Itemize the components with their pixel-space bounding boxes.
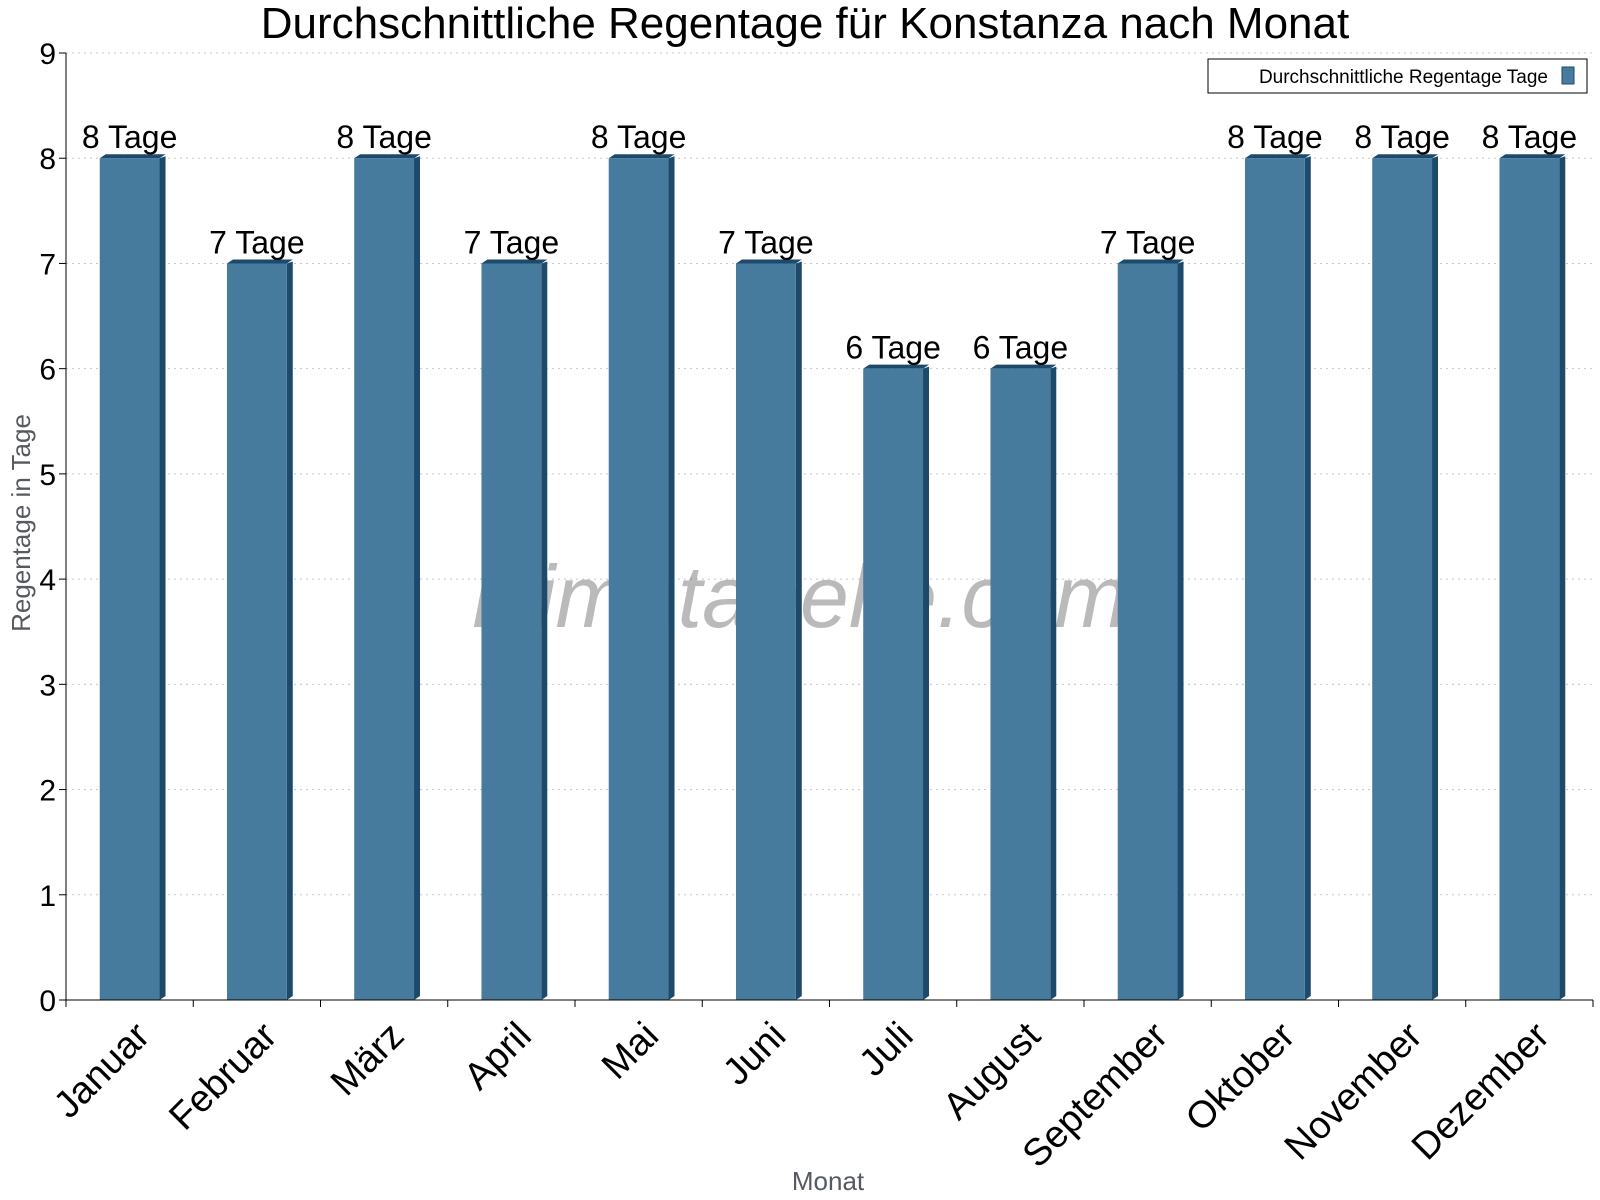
data-label-märz: 8 Tage xyxy=(336,119,432,155)
x-axis-label: Monat xyxy=(792,1166,865,1196)
bar-top-1 xyxy=(226,259,293,264)
y-tick-label-9: 9 xyxy=(39,38,56,71)
y-tick-label-5: 5 xyxy=(39,459,56,492)
data-label-juni: 7 Tage xyxy=(718,224,814,260)
bar-juni xyxy=(735,259,802,1000)
data-label-april: 7 Tage xyxy=(464,224,560,260)
y-tick-label-4: 4 xyxy=(39,564,56,597)
y-tick-label-7: 7 xyxy=(39,248,56,281)
x-tick-label-juli: Juli xyxy=(851,1015,921,1085)
bar-september xyxy=(1117,259,1184,1000)
y-tick-label-6: 6 xyxy=(39,354,56,387)
data-label-dezember: 8 Tage xyxy=(1482,119,1578,155)
legend-entry-label: Durchschnittliche Regentage Tage xyxy=(1259,67,1548,88)
bar-side-2 xyxy=(414,156,421,1000)
bar-side-11 xyxy=(1559,156,1566,1000)
bar-top-8 xyxy=(1117,259,1184,264)
y-tick-label-0: 0 xyxy=(39,985,56,1018)
legend-swatch xyxy=(1561,66,1575,85)
grid-lines xyxy=(66,52,1593,896)
bar-top-6 xyxy=(863,364,930,369)
x-tick-labels: Januar Februar März April Mai Juni Juli AugustS… xyxy=(46,1014,1558,1175)
bar-dezember xyxy=(1499,154,1566,1000)
x-tick-label-märz: März xyxy=(323,1015,412,1104)
bar-face-6 xyxy=(863,368,924,1001)
y-axis-label: Regentage in Tage xyxy=(6,414,36,632)
bar-face-9 xyxy=(1244,158,1305,1000)
chart-title: Durchschnittliche Regentage für Konstanz… xyxy=(261,0,1349,48)
bar-top-5 xyxy=(735,259,802,264)
bar-top-4 xyxy=(608,154,675,159)
legend: Durchschnittliche Regentage Tage xyxy=(1207,58,1588,94)
bar-face-4 xyxy=(608,158,669,1000)
x-tick-label-august: August xyxy=(935,1014,1049,1128)
axes xyxy=(59,52,1594,1007)
bar-side-3 xyxy=(541,261,548,1000)
bar-juli xyxy=(863,364,930,1001)
x-tick-label-oktober: Oktober xyxy=(1178,1014,1304,1140)
bar-side-9 xyxy=(1304,156,1311,1000)
bar-side-6 xyxy=(923,366,930,1001)
bar-side-1 xyxy=(286,261,293,1000)
bar-august xyxy=(990,364,1057,1001)
bar-face-7 xyxy=(990,368,1051,1001)
x-tick-label-dezember: Dezember xyxy=(1404,1014,1558,1168)
bar-märz xyxy=(354,154,421,1000)
x-tick-label-februar: Februar xyxy=(161,1014,285,1138)
x-tick-label-juni: Juni xyxy=(715,1015,794,1094)
bar-side-10 xyxy=(1432,156,1439,1000)
x-tick-label-januar: Januar xyxy=(46,1014,158,1126)
data-label-februar: 7 Tage xyxy=(209,224,305,260)
bar-face-11 xyxy=(1499,158,1560,1000)
legend-box xyxy=(1207,58,1588,94)
bar-oktober xyxy=(1244,154,1311,1000)
x-tick-label-april: April xyxy=(456,1015,539,1098)
bar-mai xyxy=(608,154,675,1000)
bar-top-9 xyxy=(1244,154,1311,159)
bar-top-10 xyxy=(1372,154,1439,159)
bar-face-2 xyxy=(354,158,415,1000)
bar-april xyxy=(481,259,548,1000)
bar-januar xyxy=(99,154,166,1000)
bar-februar xyxy=(226,259,293,1000)
bar-side-0 xyxy=(159,156,166,1000)
bar-side-8 xyxy=(1177,261,1184,1000)
bar-side-7 xyxy=(1050,366,1057,1001)
bar-face-0 xyxy=(99,158,160,1000)
y-tick-labels: 0 1 2 3 4 5 6 7 8 9 xyxy=(39,38,56,1018)
bar-face-8 xyxy=(1117,263,1178,1000)
bar-top-2 xyxy=(354,154,421,159)
bar-top-7 xyxy=(990,364,1057,369)
y-tick-label-1: 1 xyxy=(39,880,56,913)
bar-face-1 xyxy=(226,263,287,1000)
bar-side-5 xyxy=(795,261,802,1000)
y-tick-label-8: 8 xyxy=(39,143,56,176)
x-tick-label-november: November xyxy=(1277,1014,1431,1168)
bar-top-3 xyxy=(481,259,548,264)
bar-november xyxy=(1372,154,1439,1000)
data-label-juli: 6 Tage xyxy=(845,330,941,366)
y-tick-label-3: 3 xyxy=(39,669,56,702)
data-labels: 8 Tage 7 Tage 8 Tage 7 Tage 8 Tage 7 Tage 6 Ta… xyxy=(82,119,1577,365)
bar-top-0 xyxy=(99,154,166,159)
bar-side-4 xyxy=(668,156,675,1000)
data-label-mai: 8 Tage xyxy=(591,119,687,155)
bar-top-11 xyxy=(1499,154,1566,159)
bar-face-10 xyxy=(1372,158,1433,1000)
data-label-november: 8 Tage xyxy=(1354,119,1450,155)
bar-face-5 xyxy=(735,263,796,1000)
x-tick-label-mai: Mai xyxy=(594,1015,667,1088)
y-tick-label-2: 2 xyxy=(39,775,56,808)
data-label-august: 6 Tage xyxy=(973,330,1069,366)
bars xyxy=(99,154,1566,1001)
bar-face-3 xyxy=(481,263,542,1000)
data-label-januar: 8 Tage xyxy=(82,119,178,155)
data-label-oktober: 8 Tage xyxy=(1227,119,1323,155)
data-label-september: 7 Tage xyxy=(1100,224,1196,260)
